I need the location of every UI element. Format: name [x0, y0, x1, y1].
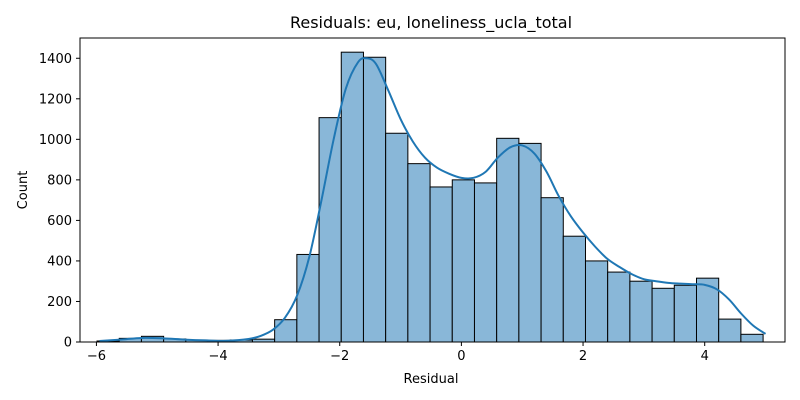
- y-axis: 0 200 400 600 800 1000 1200 1400: [39, 52, 80, 351]
- histogram-bar: [518, 142, 542, 343]
- histogram-bar: [496, 137, 520, 343]
- x-axis: −6 −4 −2 0 2 4: [87, 342, 709, 364]
- y-tick-label: 1200: [39, 92, 72, 107]
- plot-frame: [79, 37, 786, 343]
- histogram-bars: [96, 51, 764, 343]
- y-tick-label: 200: [47, 295, 72, 310]
- y-tick-label: 0: [64, 336, 72, 351]
- y-tick-label: 800: [47, 173, 72, 188]
- histogram-bar: [296, 253, 320, 343]
- y-tick-label: 400: [47, 254, 72, 269]
- histogram-bar: [385, 132, 409, 343]
- chart-title: Residuals: eu, loneliness_ucla_total: [290, 13, 572, 33]
- histogram-bar: [584, 260, 609, 343]
- x-tick-label: −6: [87, 349, 106, 364]
- histogram-bar: [629, 280, 653, 343]
- histogram-bar: [429, 186, 453, 343]
- histogram-bar: [607, 271, 631, 343]
- x-tick-label: 4: [701, 349, 709, 364]
- y-tick-label: 1000: [39, 133, 72, 148]
- x-tick-label: −4: [208, 349, 227, 364]
- histogram-bar: [651, 287, 675, 343]
- histogram-bar: [740, 333, 764, 343]
- histogram-bar: [451, 179, 475, 343]
- y-tick-label: 1400: [39, 52, 72, 67]
- histogram-bar: [274, 319, 298, 343]
- histogram-bar: [362, 56, 387, 343]
- x-tick-label: −2: [330, 349, 349, 364]
- histogram-bar: [562, 235, 586, 343]
- histogram-bar: [540, 197, 564, 343]
- histogram-bar: [673, 284, 697, 343]
- kde-curve: [99, 57, 767, 342]
- y-tick-label: 600: [47, 214, 72, 229]
- x-tick-label: 2: [579, 349, 587, 364]
- y-axis-label: Count: [16, 171, 31, 210]
- histogram-bar: [407, 163, 431, 343]
- x-tick-label: 0: [457, 349, 465, 364]
- histogram-bar: [718, 318, 742, 343]
- histogram-bar: [473, 182, 498, 343]
- x-axis-label: Residual: [404, 372, 459, 387]
